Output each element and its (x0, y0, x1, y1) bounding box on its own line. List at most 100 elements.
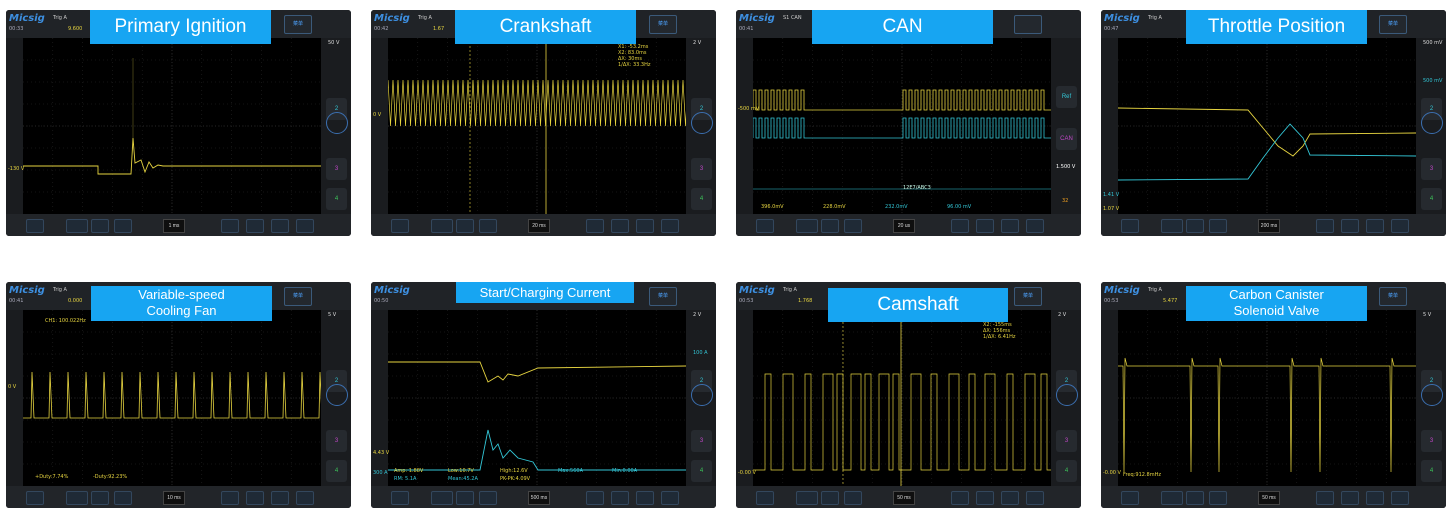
timebase-value[interactable]: 20 ms (528, 219, 550, 233)
channel-button-4[interactable]: 4 (691, 188, 712, 210)
bottom-button[interactable] (1316, 491, 1334, 505)
timebase-value[interactable]: 500 ms (528, 491, 550, 505)
channel-button-ref[interactable]: Ref (1056, 86, 1077, 108)
menu-button[interactable] (1014, 15, 1042, 34)
bottom-button[interactable] (479, 491, 497, 505)
bottom-button[interactable] (1209, 491, 1227, 505)
channel-button-4[interactable]: 4 (1056, 460, 1077, 482)
trigger-label[interactable]: Trig A (1148, 15, 1162, 21)
bottom-button[interactable] (586, 219, 604, 233)
bottom-button[interactable] (636, 491, 654, 505)
bottom-button[interactable] (246, 219, 264, 233)
channel-button-3[interactable]: 3 (1056, 430, 1077, 452)
bottom-button[interactable] (1366, 491, 1384, 505)
channel-button-4[interactable]: 4 (1421, 188, 1442, 210)
menu-button[interactable]: 菜单 (1379, 15, 1407, 34)
trigger-label[interactable]: Trig A (418, 15, 432, 21)
timebase-value[interactable]: 10 ms (163, 491, 185, 505)
bottom-button[interactable] (26, 491, 44, 505)
bottom-button[interactable] (796, 219, 818, 233)
bottom-button[interactable] (431, 491, 453, 505)
bottom-button[interactable] (1391, 219, 1409, 233)
bottom-button[interactable] (1026, 491, 1044, 505)
bottom-button[interactable] (296, 491, 314, 505)
bottom-button[interactable] (1026, 219, 1044, 233)
run-stop-knob[interactable] (1421, 384, 1443, 406)
bottom-button[interactable] (611, 491, 629, 505)
channel-button-4[interactable]: 4 (691, 460, 712, 482)
bottom-button[interactable] (26, 219, 44, 233)
bottom-button[interactable] (661, 219, 679, 233)
bottom-button[interactable] (1316, 219, 1334, 233)
bottom-button[interactable] (1161, 491, 1183, 505)
bottom-button[interactable] (756, 491, 774, 505)
menu-button[interactable]: 菜单 (284, 15, 312, 34)
bottom-button[interactable] (951, 491, 969, 505)
bottom-button[interactable] (456, 219, 474, 233)
bottom-button[interactable] (1001, 491, 1019, 505)
trigger-label[interactable]: S1 CAN (783, 15, 802, 21)
timebase-value[interactable]: 50 ms (1258, 491, 1280, 505)
timebase-value[interactable]: 50 ms (893, 491, 915, 505)
channel-button-3[interactable]: 3 (1421, 158, 1442, 180)
bottom-button[interactable] (1161, 219, 1183, 233)
bottom-button[interactable] (636, 219, 654, 233)
run-stop-knob[interactable] (1421, 112, 1443, 134)
channel-button-3[interactable]: 3 (1421, 430, 1442, 452)
timebase-value[interactable]: 20 us (893, 219, 915, 233)
menu-button[interactable]: 菜单 (1014, 287, 1042, 306)
run-stop-knob[interactable] (326, 112, 348, 134)
trigger-label[interactable]: Trig A (53, 15, 67, 21)
trigger-label[interactable]: Trig A (1148, 287, 1162, 293)
bottom-button[interactable] (844, 491, 862, 505)
bottom-button[interactable] (1391, 491, 1409, 505)
bottom-button[interactable] (221, 219, 239, 233)
bottom-button[interactable] (479, 219, 497, 233)
bottom-button[interactable] (1121, 491, 1139, 505)
channel-button-4[interactable]: 4 (1421, 460, 1442, 482)
menu-button[interactable]: 菜单 (1379, 287, 1407, 306)
menu-button[interactable]: 菜单 (284, 287, 312, 306)
channel-button-3[interactable]: 3 (326, 158, 347, 180)
trigger-label[interactable]: Trig A (783, 287, 797, 293)
bottom-button[interactable] (611, 219, 629, 233)
bottom-button[interactable] (391, 491, 409, 505)
menu-button[interactable]: 菜单 (649, 15, 677, 34)
bottom-button[interactable] (1121, 219, 1139, 233)
bottom-button[interactable] (1341, 219, 1359, 233)
bottom-button[interactable] (976, 219, 994, 233)
bottom-button[interactable] (821, 219, 839, 233)
menu-button[interactable]: 菜单 (649, 287, 677, 306)
bottom-button[interactable] (951, 219, 969, 233)
channel-button-3[interactable]: 3 (691, 430, 712, 452)
bottom-button[interactable] (66, 491, 88, 505)
bottom-button[interactable] (246, 491, 264, 505)
bottom-button[interactable] (91, 491, 109, 505)
bottom-button[interactable] (456, 491, 474, 505)
bottom-button[interactable] (91, 219, 109, 233)
timebase-value[interactable]: 1 ms (163, 219, 185, 233)
trigger-label[interactable]: Trig A (53, 287, 67, 293)
channel-button-4[interactable]: 4 (326, 188, 347, 210)
bottom-button[interactable] (821, 491, 839, 505)
bottom-button[interactable] (221, 491, 239, 505)
run-stop-knob[interactable] (691, 384, 713, 406)
run-stop-knob[interactable] (1056, 384, 1078, 406)
bottom-button[interactable] (1186, 491, 1204, 505)
run-stop-knob[interactable] (326, 384, 348, 406)
bottom-button[interactable] (114, 219, 132, 233)
bottom-button[interactable] (844, 219, 862, 233)
bottom-button[interactable] (1001, 219, 1019, 233)
channel-button-3[interactable]: 3 (326, 430, 347, 452)
bottom-button[interactable] (661, 491, 679, 505)
bottom-button[interactable] (1186, 219, 1204, 233)
bottom-button[interactable] (1341, 491, 1359, 505)
bottom-button[interactable] (756, 219, 774, 233)
bottom-button[interactable] (1366, 219, 1384, 233)
bottom-button[interactable] (586, 491, 604, 505)
bottom-button[interactable] (296, 219, 314, 233)
channel-button-3[interactable]: 3 (691, 158, 712, 180)
bottom-button[interactable] (66, 219, 88, 233)
bottom-button[interactable] (431, 219, 453, 233)
bottom-button[interactable] (976, 491, 994, 505)
